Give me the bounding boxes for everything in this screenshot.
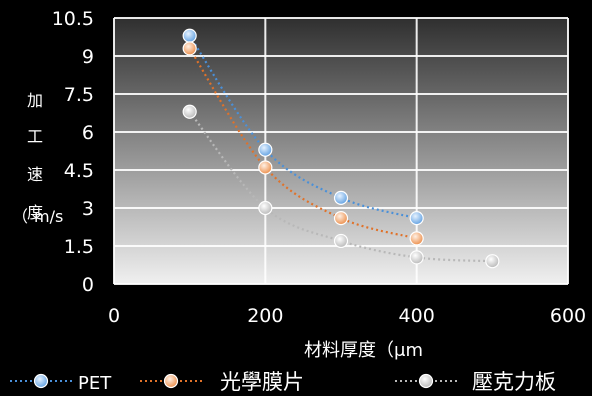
series-0-point-3 [409, 211, 424, 226]
series-1-point-0 [182, 41, 197, 56]
x-tick-label-0: 0 [108, 305, 120, 327]
series-2-point-4 [485, 254, 500, 269]
y-label-part-3: 度 [27, 203, 43, 222]
y-tick-label-6: 9 [82, 46, 94, 68]
series-layer [182, 28, 500, 269]
x-axis-label: 材料厚度（μm [304, 340, 423, 361]
series-2-point-0 [182, 104, 197, 119]
y-tick-label-1: 1.5 [64, 236, 94, 258]
legend-marker-2 [418, 373, 434, 389]
legend-marker-1 [163, 373, 179, 389]
series-0-point-0 [182, 28, 197, 43]
series-line-2 [188, 111, 493, 263]
y-tick-label-0: 0 [82, 274, 94, 296]
y-tick-label-3: 4.5 [64, 160, 94, 182]
y-tick-label-7: 10.5 [52, 8, 94, 30]
series-2-point-3 [409, 250, 424, 265]
y-tick-label-4: 6 [82, 122, 94, 144]
x-tick-label-3: 600 [550, 305, 586, 327]
legend-marker-0 [33, 373, 49, 389]
legend: PET 光學膜片 壓克力板 [10, 370, 556, 394]
legend-label-0: PET [78, 373, 112, 394]
series-line-1 [188, 47, 417, 240]
y-label-part-2: 速 [27, 165, 43, 184]
y-label-part-5: m/s [34, 207, 63, 226]
series-1-point-2 [333, 211, 349, 226]
y-label-part-4: （ [12, 207, 28, 226]
y-label-part-0: 加 [27, 91, 43, 110]
x-axis-ticks: 0 200 400 600 [108, 305, 586, 327]
x-tick-label-2: 400 [399, 305, 435, 327]
y-axis-ticks: 0 1.5 3 4.5 6 7.5 9 10.5 [52, 8, 94, 296]
series-2-point-1 [258, 200, 273, 216]
x-tick-label-1: 200 [247, 305, 283, 327]
series-1-point-1 [258, 160, 273, 175]
series-2-point-2 [333, 233, 349, 249]
legend-label-1: 光學膜片 [220, 370, 304, 394]
series-1-point-3 [409, 231, 424, 246]
series-0-point-2 [333, 190, 349, 205]
series-0-point-1 [258, 142, 273, 157]
y-label-part-1: 工 [27, 127, 43, 146]
series-line-0 [188, 35, 417, 220]
legend-label-2: 壓克力板 [472, 370, 556, 394]
y-tick-label-5: 7.5 [64, 84, 94, 106]
y-tick-label-2: 3 [82, 198, 94, 220]
